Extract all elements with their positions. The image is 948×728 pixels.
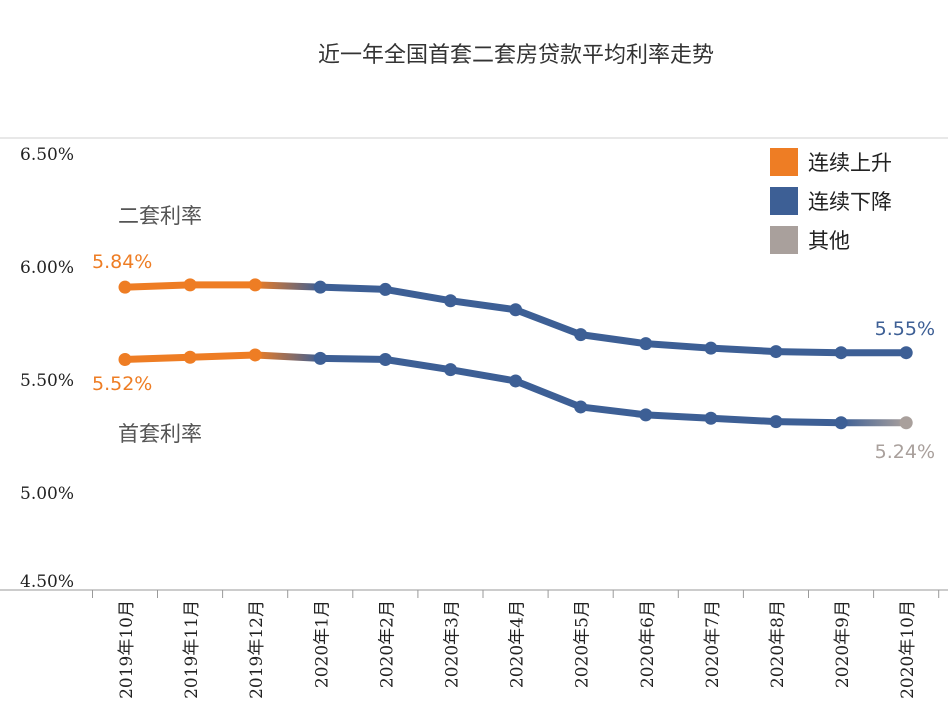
y-tick-label: 5.50% [20,371,74,391]
data-point [639,408,653,422]
data-point [769,415,783,429]
series-segment [512,306,585,339]
start-value-label: 5.52% [92,373,152,395]
series-segment [381,285,454,305]
x-tick-label: 2020年4月 [508,600,528,688]
x-tick-label: 2020年9月 [833,600,853,688]
series-segment [772,418,845,427]
y-tick-label: 5.00% [20,484,74,504]
data-point [378,352,392,366]
data-point [639,337,653,351]
series-segment [447,366,520,385]
x-tick-label: 2020年2月 [377,600,397,688]
data-point [509,374,523,388]
x-tick-label: 2020年8月 [768,600,788,688]
series-name-second-home: 二套利率 [118,204,202,228]
data-point [378,282,392,296]
x-tick-label: 2020年10月 [898,600,918,699]
series-segment [251,351,324,362]
data-point [118,352,132,366]
series-segment [642,340,715,352]
series-segment [772,348,845,357]
data-point [769,345,783,359]
series-segment [642,411,715,422]
series-segment [707,414,780,426]
series-segment [316,283,389,293]
data-point [834,346,848,360]
x-tick-label: 2019年10月 [117,600,137,699]
start-value-label: 5.84% [92,251,152,273]
series-segment [121,281,194,291]
legend-swatch [770,226,798,254]
end-value-label: 5.55% [875,318,935,340]
axes: 6.50% 6.00% 5.50% 5.00% 4.50% 2019年10月 2019年11… [0,137,948,699]
data-point [313,280,327,294]
chart-title: 近一年全国首套二套房贷款平均利率走势 [318,43,714,68]
x-tick-label: 2020年3月 [443,600,463,688]
y-tick-label: 4.50% [20,572,74,592]
legend-label: 连续下降 [808,190,892,214]
y-tick-label: 6.00% [20,258,74,278]
x-tick-label: 2020年6月 [638,600,658,688]
y-tick-label: 6.50% [20,145,74,165]
data-point [704,341,718,355]
x-tick-label: 2020年7月 [703,600,723,688]
data-point [704,411,718,425]
data-point [444,363,457,377]
data-point [313,351,327,365]
data-point [248,278,262,292]
legend-swatch [770,148,798,176]
series-segment [381,355,454,374]
data-point [899,416,913,430]
series-segment [577,331,650,348]
series-segment [316,354,389,363]
legend-swatch [770,187,798,215]
legend-label: 其他 [808,229,850,253]
data-point [899,346,913,360]
series-segment [186,351,259,361]
data-point [248,348,262,362]
series-segment [512,377,585,411]
series-segment [251,281,324,291]
data-point [574,400,588,414]
data-point [183,350,197,364]
legend-label: 连续上升 [808,151,892,175]
data-point [834,416,848,430]
data-point [183,278,197,292]
series-segment [577,403,650,419]
series-segment [447,297,520,314]
data-point [118,280,132,294]
x-tick-label: 2020年1月 [312,600,332,688]
series-name-first-home: 首套利率 [118,422,202,446]
x-tick-label: 2019年12月 [247,600,267,699]
x-tick-label: 2019年11月 [182,600,202,699]
data-point [574,328,588,342]
data-point [444,294,457,308]
x-tick-label: 2020年5月 [573,600,593,688]
end-value-label: 5.24% [875,441,935,463]
series-lines [118,278,913,430]
data-point [509,303,523,317]
series-segment [707,344,780,356]
series-segment [121,353,194,363]
